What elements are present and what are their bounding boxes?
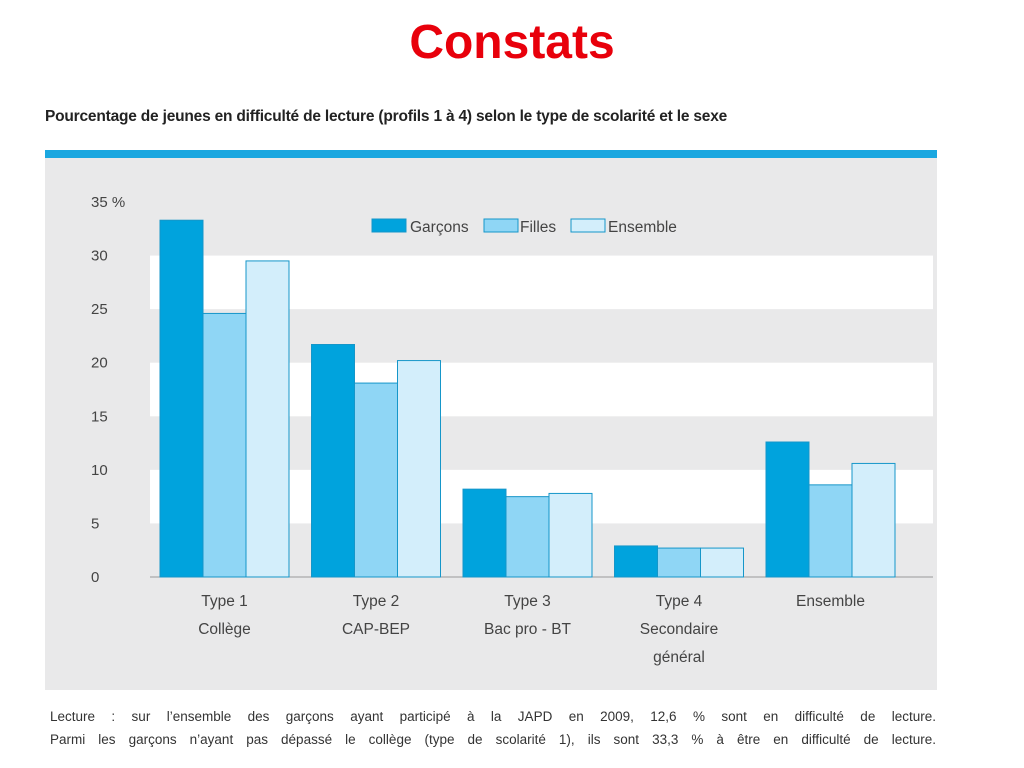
legend-label: Filles xyxy=(520,219,556,236)
bar xyxy=(397,360,441,578)
bar xyxy=(245,260,290,578)
x-tick-label: Ensemble xyxy=(796,593,865,610)
bar xyxy=(159,219,204,578)
bar xyxy=(808,484,853,578)
chart-title: Pourcentage de jeunes en difficulté de l… xyxy=(45,108,728,125)
title-rule xyxy=(45,150,937,158)
y-tick-label: 15 xyxy=(91,408,108,425)
bar xyxy=(354,382,398,578)
bar xyxy=(700,547,744,578)
bar xyxy=(614,545,658,578)
x-tick-label: Bac pro - BT xyxy=(484,621,572,638)
bar xyxy=(311,344,355,578)
legend-swatch xyxy=(570,218,606,233)
bar xyxy=(851,462,896,578)
x-tick-label: Type 3 xyxy=(504,593,551,610)
y-tick-label: 0 xyxy=(91,569,99,586)
legend-swatch xyxy=(483,218,519,233)
x-tick-label: Type 2 xyxy=(353,593,400,610)
reading-note-line-1: Lecture : sur l’ensemble des garçons aya… xyxy=(50,709,936,724)
x-tick-label: Collège xyxy=(198,621,251,638)
bar xyxy=(548,492,593,578)
y-tick-label: 10 xyxy=(91,462,108,479)
x-tick-label: Type 4 xyxy=(656,593,703,610)
legend-swatch xyxy=(371,218,407,233)
x-tick-label: Type 1 xyxy=(201,593,248,610)
y-tick-label: 25 xyxy=(91,301,108,318)
bar xyxy=(505,496,550,578)
bar xyxy=(657,547,701,578)
bar xyxy=(202,312,247,578)
legend-label: Ensemble xyxy=(608,219,677,236)
x-tick-label: Secondaire xyxy=(640,621,718,638)
x-tick-label: CAP-BEP xyxy=(342,621,410,638)
legend-label: Garçons xyxy=(410,219,469,236)
x-tick-label: général xyxy=(653,649,705,666)
y-tick-label: 30 xyxy=(91,248,108,265)
y-tick-label: 35 % xyxy=(91,194,125,211)
reading-note-line-2: Parmi les garçons n’ayant pas dépassé le… xyxy=(50,732,936,747)
slide-title: Constats xyxy=(409,16,615,69)
y-tick-label: 20 xyxy=(91,355,108,372)
bar xyxy=(765,441,810,578)
y-tick-label: 5 xyxy=(91,515,99,532)
bar xyxy=(462,488,507,578)
